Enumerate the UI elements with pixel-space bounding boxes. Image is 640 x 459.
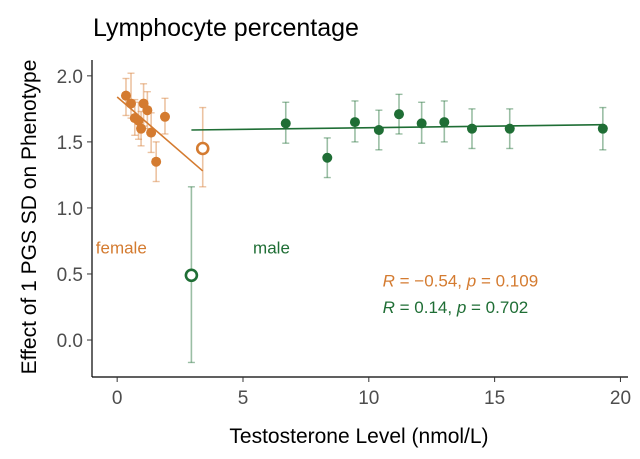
- female-trend-line: [116, 96, 204, 172]
- female-point: [133, 115, 144, 126]
- x-tick-label: 10: [358, 388, 379, 409]
- male-point: [439, 117, 450, 128]
- y-tick-label: 1.0: [57, 199, 83, 220]
- male-point: [394, 109, 405, 120]
- x-axis-title: Testosterone Level (nmol/L): [229, 425, 488, 448]
- y-tick-label: 0.0: [57, 331, 83, 352]
- male-point: [349, 117, 360, 128]
- female-group-label: female: [96, 239, 147, 258]
- male-correlation-text: R = 0.14, p = 0.702: [383, 298, 529, 317]
- female-point: [146, 127, 157, 138]
- female-p-symbol: p: [466, 272, 476, 291]
- y-tick-label: 2.0: [57, 67, 83, 88]
- male-point: [373, 125, 384, 136]
- male-point: [504, 123, 515, 134]
- chart-marks: [116, 72, 608, 364]
- female-point-hollow: [195, 141, 210, 156]
- male-point: [597, 123, 608, 134]
- female-p-eq: = 0.109: [476, 272, 538, 291]
- y-tick-label: 1.5: [57, 133, 83, 154]
- male-point: [322, 152, 333, 163]
- y-axis-title: Effect of 1 PGS SD on Phenotype: [18, 60, 41, 375]
- female-r-symbol: R: [383, 272, 395, 291]
- male-r-eq: = 0.14,: [395, 298, 457, 317]
- male-p-eq: = 0.702: [466, 298, 528, 317]
- female-point: [126, 98, 137, 109]
- female-point: [151, 156, 162, 167]
- male-point-hollow: [184, 268, 199, 283]
- female-point: [120, 90, 131, 101]
- x-tick-label: 15: [484, 388, 505, 409]
- male-point: [280, 118, 291, 129]
- female-r-eq: = −0.54,: [395, 272, 467, 291]
- male-point: [466, 123, 477, 134]
- male-r-symbol: R: [383, 298, 395, 317]
- male-p-symbol: p: [456, 298, 466, 317]
- female-point: [142, 105, 153, 116]
- chart-title: Lymphocyte percentage: [93, 14, 359, 42]
- male-point: [416, 118, 427, 129]
- x-tick-label: 5: [238, 388, 249, 409]
- x-tick-label: 0: [112, 388, 123, 409]
- female-point: [136, 123, 147, 134]
- female-correlation-text: R = −0.54, p = 0.109: [383, 272, 539, 291]
- chart-labels: female male R = −0.54, p = 0.109 R = 0.14, …: [96, 239, 538, 317]
- female-point: [159, 111, 170, 122]
- male-trend-line: [191, 123, 603, 131]
- male-group-label: male: [253, 239, 290, 258]
- y-tick-label: 0.5: [57, 265, 83, 286]
- x-tick-label: 20: [610, 388, 631, 409]
- axes: 0.0 0.5 1.0 1.5 2.0 0 5 10 15 20: [57, 60, 631, 409]
